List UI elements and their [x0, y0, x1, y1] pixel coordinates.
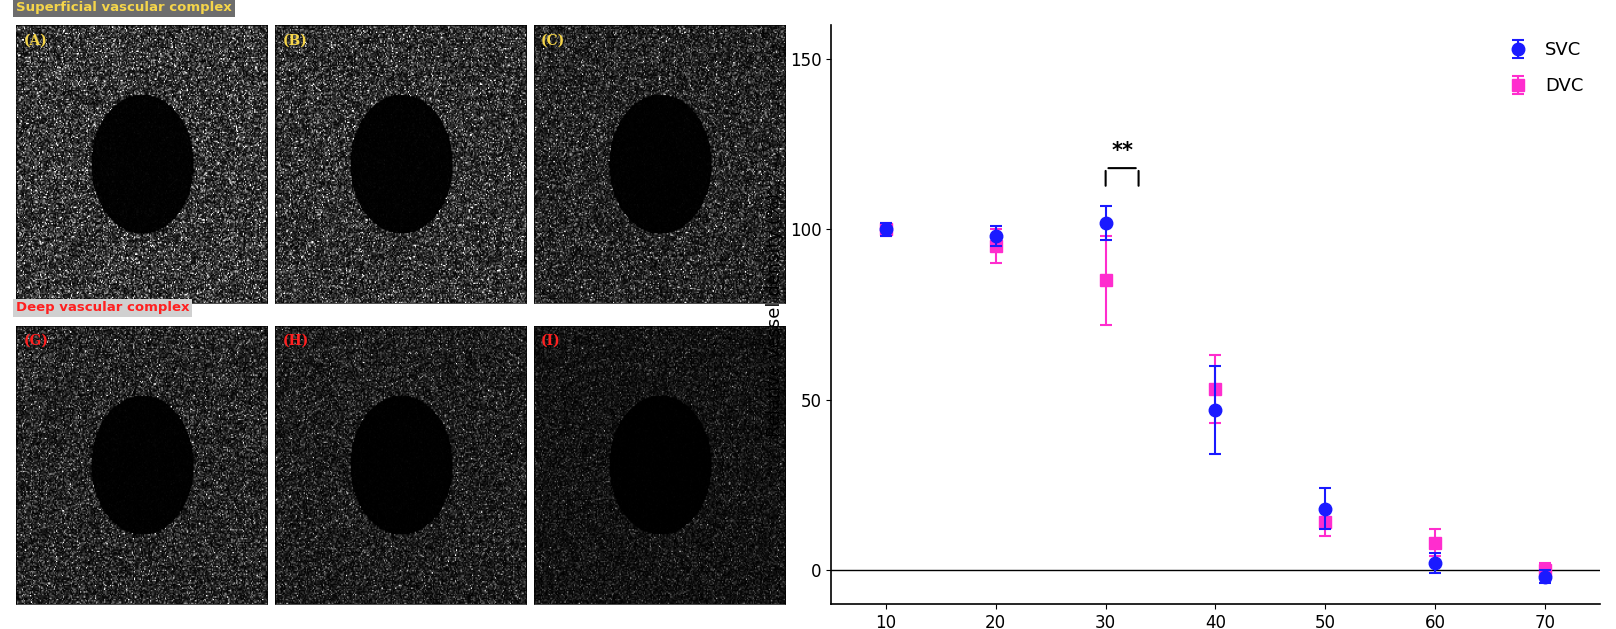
Text: (I): (I): [541, 334, 561, 348]
Text: **: **: [1112, 142, 1133, 161]
Text: (C): (C): [541, 33, 566, 48]
Legend: SVC, DVC: SVC, DVC: [1493, 34, 1590, 103]
Text: Deep vascular complex: Deep vascular complex: [16, 301, 189, 314]
Text: (A): (A): [24, 33, 47, 48]
Text: (G): (G): [24, 334, 48, 348]
Y-axis label: Relative vessel density (%): Relative vessel density (%): [766, 192, 784, 437]
Text: Superficial vascular complex: Superficial vascular complex: [16, 1, 233, 14]
Text: (H): (H): [283, 334, 309, 348]
Text: (B): (B): [283, 33, 307, 48]
